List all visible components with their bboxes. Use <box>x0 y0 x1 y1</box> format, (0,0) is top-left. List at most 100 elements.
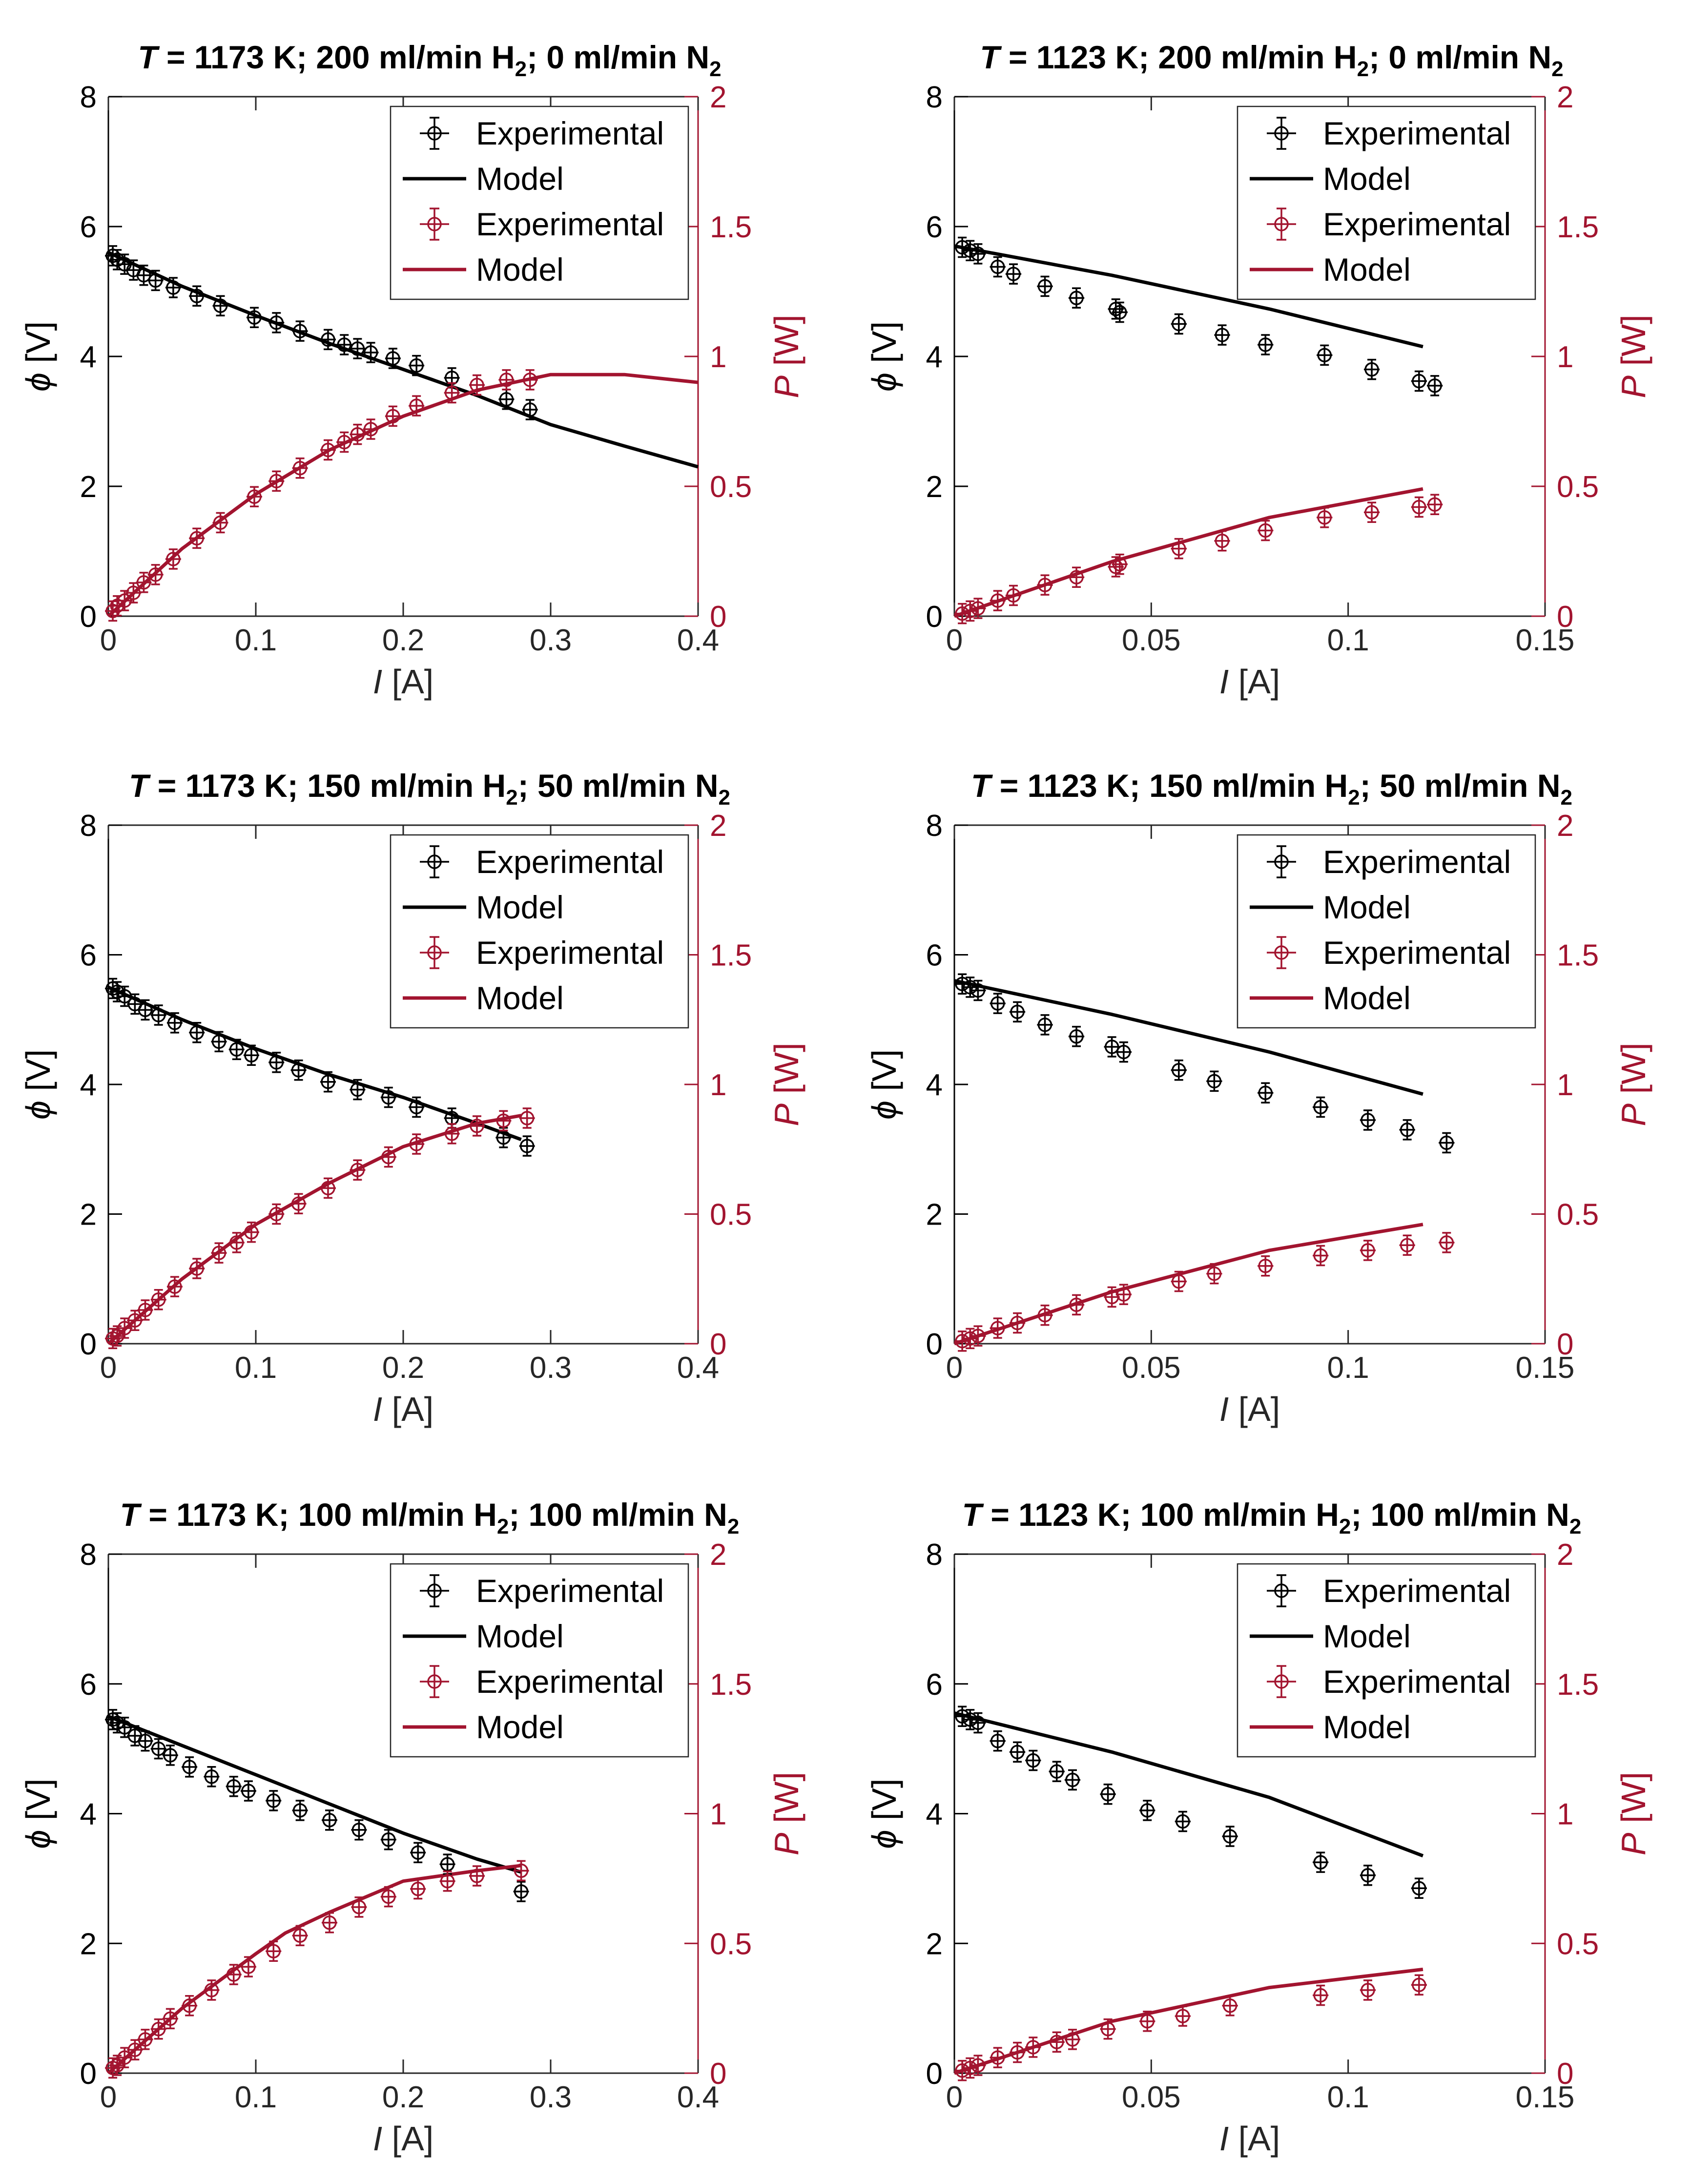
marker <box>1361 1983 1375 1997</box>
chart-title: T = 1123 K; 200 ml/min H2; 0 ml/min N2 <box>980 39 1563 81</box>
power-exp-point <box>137 1299 153 1321</box>
voltage-exp-point <box>1313 1851 1329 1873</box>
voltage-exp-point <box>150 1738 166 1760</box>
y-left-tick-label: 2 <box>926 1927 943 1961</box>
legend-label: Experimental <box>1323 206 1511 242</box>
x-tick-label: 0.1 <box>235 2080 277 2114</box>
x-tick-label: 0.4 <box>677 624 719 657</box>
marker <box>117 593 132 608</box>
legend-marker <box>427 217 442 231</box>
marker <box>970 1715 986 1730</box>
marker <box>955 606 969 621</box>
marker <box>1172 1274 1186 1289</box>
marker <box>955 240 969 255</box>
marker <box>292 1803 308 1818</box>
x-tick-label: 0.3 <box>530 2080 572 2114</box>
marker <box>151 2021 166 2037</box>
voltage-model-line <box>107 1714 522 1874</box>
voltage-exp-point <box>954 236 970 258</box>
voltage-exp-point <box>1206 1070 1222 1092</box>
power-exp-point <box>444 382 460 404</box>
legend-label: Model <box>476 1618 564 1654</box>
legend-label: Model <box>476 980 564 1016</box>
power-exp-point <box>292 1925 308 1947</box>
x-tick-label: 0 <box>946 624 963 657</box>
marker <box>1207 1074 1222 1089</box>
voltage-model-line <box>954 244 1423 349</box>
legend-box <box>1237 834 1536 1029</box>
power-exp-point <box>954 2059 970 2081</box>
marker <box>1006 588 1021 603</box>
voltage-exp-point <box>137 1730 153 1752</box>
y-left-axis-label: ϕ [V] <box>19 1049 57 1120</box>
power-exp-point <box>1427 494 1443 515</box>
y-right-tick-label: 1.5 <box>1557 939 1599 973</box>
marker <box>322 1915 337 1930</box>
legend-label: Experimental <box>1323 115 1511 151</box>
marker <box>138 1002 153 1018</box>
y-right-tick-label: 1.5 <box>710 210 752 244</box>
legend-exp-marker <box>420 208 449 241</box>
marker <box>226 1967 241 1982</box>
x-tick-label: 0.2 <box>382 624 424 657</box>
y-left-axis-label: ϕ [V] <box>865 321 903 392</box>
chart-title: T = 1123 K; 150 ml/min H2; 50 ml/min N2 <box>971 768 1572 810</box>
y-right-tick-label: 0 <box>710 600 726 634</box>
power-exp-point <box>380 1146 396 1168</box>
chart-panel-2: T = 1123 K; 200 ml/min H2; 0 ml/min N2 0 0… <box>865 39 1652 701</box>
power-exp-point <box>1100 2018 1116 2040</box>
y-right-tick-label: 2 <box>1557 81 1573 114</box>
voltage-exp-point <box>240 1780 256 1802</box>
legend-exp-marker <box>420 1574 449 1607</box>
marker <box>229 1042 244 1057</box>
marker <box>1116 1044 1131 1060</box>
marker <box>1361 1868 1375 1883</box>
voltage-exp-point <box>117 1717 133 1738</box>
voltage-exp-point <box>1025 1749 1041 1771</box>
marker <box>213 515 228 530</box>
marker <box>1427 497 1442 512</box>
chart-panel-4: T = 1123 K; 150 ml/min H2; 50 ml/min N2 0… <box>865 768 1652 1428</box>
legend-label: Experimental <box>476 1664 664 1700</box>
marker <box>1069 291 1084 306</box>
legend: Experimental Model Experimental Model <box>1237 105 1536 300</box>
marker <box>321 442 335 458</box>
power-exp-point <box>1025 2037 1041 2058</box>
marker <box>1037 578 1052 592</box>
marker <box>321 332 335 347</box>
y-right-tick-label: 1 <box>1557 340 1573 374</box>
marker <box>110 1329 124 1343</box>
marker <box>337 337 351 352</box>
voltage-exp-point <box>363 342 379 363</box>
marker <box>110 984 124 999</box>
power-exp-point <box>211 1242 227 1264</box>
marker <box>1175 2009 1190 2023</box>
y-right-tick-label: 0.5 <box>1557 470 1599 504</box>
marker <box>266 1793 281 1808</box>
marker <box>990 593 1005 608</box>
marker <box>440 1873 455 1889</box>
power-exp-point <box>1171 538 1187 560</box>
y-right-tick-label: 2 <box>710 81 726 114</box>
voltage-exp-point <box>212 295 228 317</box>
marker <box>292 1928 308 1943</box>
marker <box>522 373 537 387</box>
marker <box>247 310 262 325</box>
y-left-tick-label: 6 <box>80 939 97 973</box>
marker <box>363 345 378 360</box>
marker <box>269 315 284 330</box>
power-exp-point <box>1313 1245 1329 1267</box>
legend-label: Model <box>476 889 564 925</box>
x-tick-label: 0.1 <box>1327 624 1369 657</box>
marker <box>411 1881 425 1896</box>
power-exp-point <box>1313 1984 1329 2006</box>
power-exp-point <box>1363 501 1380 523</box>
y-right-tick-label: 2 <box>710 809 726 843</box>
chart-panel-6: T = 1123 K; 100 ml/min H2; 100 ml/min N2… <box>865 1497 1652 2158</box>
marker <box>970 983 986 998</box>
power-exp-point <box>990 1317 1006 1339</box>
marker <box>963 1712 978 1727</box>
voltage-exp-point <box>1317 344 1333 366</box>
marker <box>386 351 400 366</box>
legend-marker <box>427 1674 442 1689</box>
